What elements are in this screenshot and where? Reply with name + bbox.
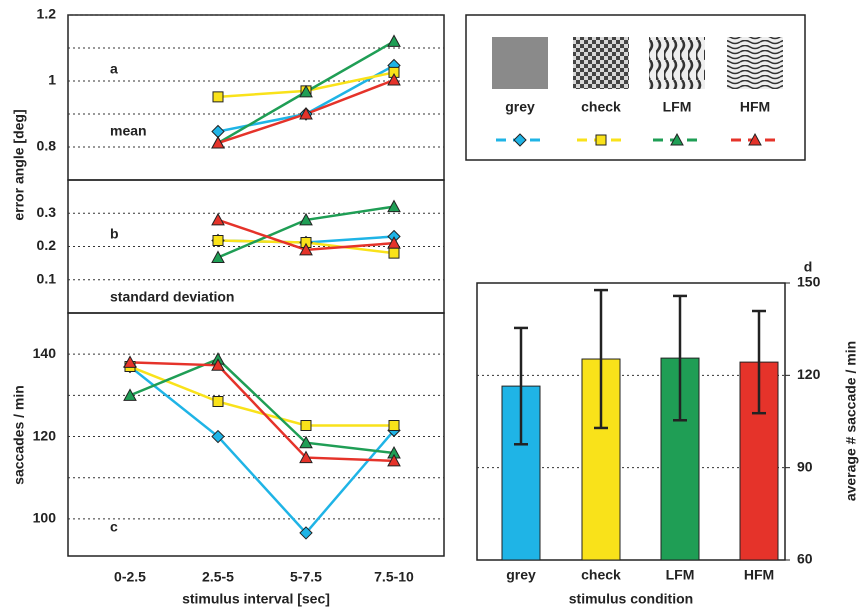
panel-label: a: [110, 61, 118, 77]
marker: [301, 420, 311, 430]
marker: [213, 397, 223, 407]
x-tick-label: 7.5-10: [374, 569, 414, 585]
swatch-lfm: [649, 37, 705, 89]
annotation: mean: [110, 123, 147, 139]
y-tick-label: 0.2: [37, 237, 57, 253]
swatch-hfm: [727, 37, 783, 89]
legend-label: HFM: [740, 99, 770, 115]
panel-label: c: [110, 519, 118, 535]
y-tick-label: 120: [33, 427, 57, 443]
series-line: [130, 362, 394, 460]
y-tick-label: 1: [48, 72, 56, 88]
x-tick-label: 5-7.5: [290, 569, 322, 585]
y-tick-label: 100: [33, 510, 57, 526]
x-tick-label: HFM: [744, 567, 774, 583]
marker: [388, 35, 400, 46]
swatch-grey: [492, 37, 548, 89]
marker: [213, 92, 223, 102]
x-axis-title: stimulus interval [sec]: [182, 591, 330, 607]
y-tick-label: 0.1: [37, 270, 57, 286]
annotation: standard deviation: [110, 289, 234, 305]
x-tick-label: 0-2.5: [114, 569, 146, 585]
legend-marker: [596, 135, 606, 145]
x-tick-label: 2.5-5: [202, 569, 234, 585]
x-tick-label: check: [581, 567, 621, 583]
y-tick-label: 120: [797, 366, 821, 382]
series-line: [130, 359, 394, 453]
marker: [213, 236, 223, 246]
y-tick-label: 0.8: [37, 138, 57, 154]
legend-label: grey: [505, 99, 535, 115]
figure: 0.8 1 1.2 a mean error angle [deg] 0.1 0.2 0.3 b s…: [0, 0, 866, 610]
legend-label: LFM: [663, 99, 692, 115]
y-tick-label: 90: [797, 458, 813, 474]
series-line: [130, 367, 394, 533]
y-tick-label: 0.3: [37, 204, 57, 220]
page: 0.8 1 1.2 a mean error angle [deg] 0.1 0.2 0.3 b s…: [0, 0, 866, 610]
y-tick-label: 140: [33, 345, 57, 361]
y-tick-label: 60: [797, 551, 813, 567]
panel-label: b: [110, 226, 119, 242]
x-axis-title: stimulus condition: [569, 591, 693, 607]
swatch-check: [573, 37, 629, 89]
y-tick-label: 150: [797, 274, 821, 290]
y-axis-title: saccades / min: [11, 385, 27, 485]
y-tick-label: 1.2: [37, 6, 57, 22]
marker: [212, 214, 224, 225]
panel-frame: [68, 15, 444, 180]
y-axis-title: error angle [deg]: [11, 109, 27, 220]
x-tick-label: LFM: [666, 567, 695, 583]
panel-frame: [68, 313, 444, 556]
y-axis-title: average # saccade / min: [843, 341, 859, 501]
marker: [389, 248, 399, 258]
x-tick-label: grey: [506, 567, 536, 583]
marker: [389, 420, 399, 430]
panel-label: d: [804, 259, 813, 275]
legend-label: check: [581, 99, 621, 115]
series-line: [218, 65, 394, 131]
marker: [212, 125, 224, 137]
series-line: [130, 367, 394, 426]
